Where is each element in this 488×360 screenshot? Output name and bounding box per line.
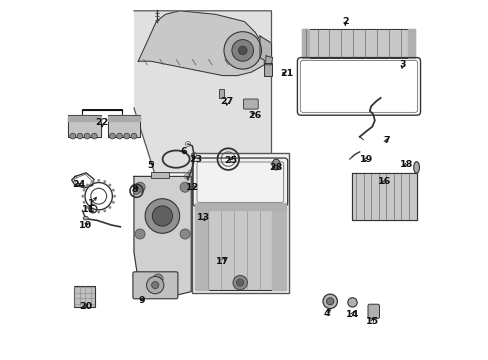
Text: 5: 5 [147,161,154,170]
Text: 3: 3 [399,60,406,69]
Circle shape [84,133,90,139]
Text: 12: 12 [185,183,199,192]
Ellipse shape [83,216,88,220]
Circle shape [236,279,244,286]
Circle shape [86,184,89,186]
Text: 6: 6 [180,147,186,156]
Polygon shape [302,29,309,58]
Circle shape [146,276,163,294]
Text: 25: 25 [224,156,237,165]
Circle shape [326,298,333,305]
FancyBboxPatch shape [243,99,258,109]
Text: 20: 20 [80,302,92,311]
Circle shape [231,40,253,61]
Polygon shape [260,36,271,65]
Circle shape [133,187,140,194]
Circle shape [153,274,163,284]
Circle shape [135,182,145,192]
Circle shape [91,210,94,212]
Polygon shape [68,116,101,121]
Polygon shape [194,208,208,290]
Bar [74,286,95,307]
Text: 21: 21 [280,69,293,78]
Polygon shape [107,116,140,121]
Polygon shape [134,11,271,173]
Text: 22: 22 [96,118,109,127]
Text: 27: 27 [220,97,233,106]
Bar [264,63,272,76]
Circle shape [145,199,179,233]
Circle shape [131,133,137,139]
Circle shape [86,206,89,209]
Text: 24: 24 [72,180,85,189]
Circle shape [117,133,122,139]
Circle shape [347,298,356,307]
Ellipse shape [272,159,280,170]
Text: 11: 11 [82,205,95,214]
Bar [194,208,285,290]
Text: 8: 8 [131,185,138,194]
Circle shape [103,210,106,212]
Polygon shape [138,11,264,76]
Circle shape [232,275,247,290]
Polygon shape [407,29,415,58]
Circle shape [238,46,246,55]
Circle shape [113,195,116,198]
Circle shape [91,133,97,139]
Polygon shape [194,203,285,210]
Circle shape [224,32,261,69]
Bar [151,172,168,178]
Text: 17: 17 [216,256,229,266]
Circle shape [70,133,76,139]
Circle shape [135,229,145,239]
Polygon shape [107,115,140,137]
Polygon shape [302,29,415,58]
Circle shape [81,195,84,198]
Circle shape [123,133,129,139]
Circle shape [112,201,115,204]
Circle shape [91,180,94,183]
Text: 7: 7 [383,136,389,145]
Text: 1: 1 [88,199,95,208]
Text: 14: 14 [345,310,358,319]
Text: 18: 18 [399,160,412,169]
Ellipse shape [413,162,419,173]
Text: 26: 26 [247,111,261,120]
Circle shape [82,189,85,192]
Text: 2: 2 [341,17,348,26]
Circle shape [108,184,111,186]
Circle shape [180,182,190,192]
Polygon shape [134,176,191,297]
Polygon shape [352,173,416,220]
FancyBboxPatch shape [367,304,379,319]
Circle shape [152,206,172,226]
Polygon shape [68,115,101,137]
Text: 4: 4 [324,309,330,318]
Circle shape [97,211,100,213]
Text: 16: 16 [378,177,391,186]
Circle shape [77,133,82,139]
Circle shape [109,133,115,139]
Circle shape [180,229,190,239]
Bar [219,89,223,98]
Circle shape [82,201,85,204]
Text: 13: 13 [196,213,209,222]
Text: 15: 15 [365,317,378,325]
Polygon shape [272,208,285,290]
Text: 10: 10 [79,220,92,230]
FancyBboxPatch shape [133,272,178,299]
Circle shape [151,282,159,289]
Circle shape [103,180,106,183]
Bar [191,153,288,293]
Circle shape [108,206,111,209]
Circle shape [97,179,100,182]
Text: 9: 9 [138,296,145,305]
Text: 19: 19 [360,155,373,163]
Polygon shape [265,56,272,65]
Text: 23: 23 [189,155,202,163]
Text: 28: 28 [269,163,282,172]
Circle shape [112,189,115,192]
Circle shape [322,294,337,309]
